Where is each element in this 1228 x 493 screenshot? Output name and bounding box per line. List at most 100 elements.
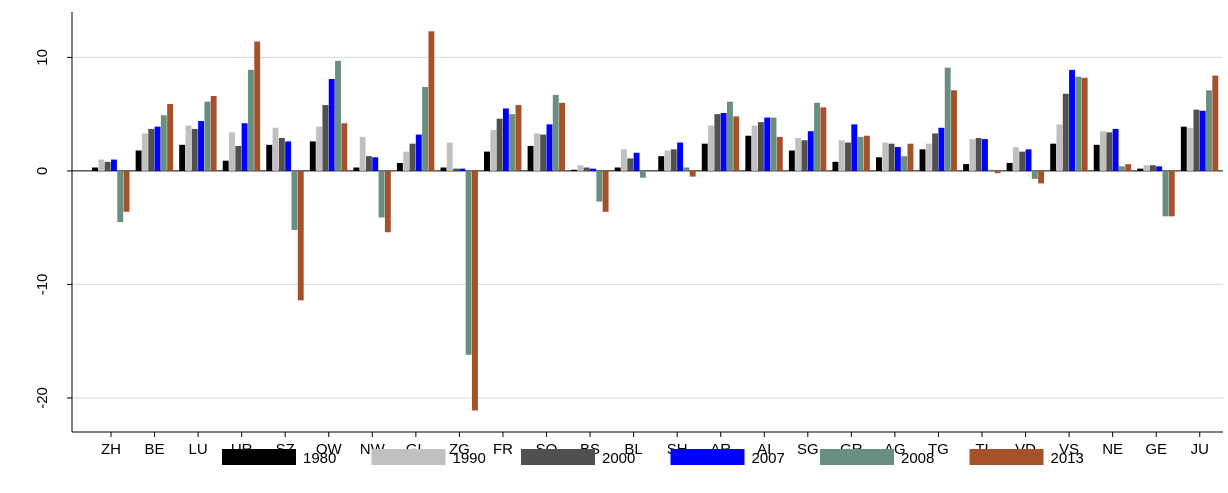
bar-VD-2013 [1038,170,1045,184]
bar-TI-2008 [988,169,995,171]
bar-AG-2007 [894,147,901,171]
bar-VD-1990 [1012,147,1019,171]
legend-label-1980: 1980 [303,450,336,467]
bar-SO-1990 [533,133,540,171]
bar-ZH-2007 [111,159,117,171]
bar-FR-1980 [484,151,490,171]
bar-AG-1980 [876,157,882,171]
bar-ZH-1980 [92,167,98,171]
bar-VD-2008 [1031,170,1038,179]
bar-OW-2013 [341,123,348,171]
y-tick-label: -20 [34,387,51,409]
bar-OW-2008 [335,60,341,171]
bar-VS-2000 [1062,93,1069,171]
bar-SG-2013 [820,107,827,171]
bar-TI-1990 [969,139,976,171]
bar-UR-2000 [235,145,242,171]
bar-SZ-2007 [285,141,292,171]
bar-BE-2007 [154,126,161,171]
bar-AI-1980 [745,135,752,171]
x-tick-label-SG: SG [797,441,819,458]
bar-TI-2007 [982,139,988,171]
bar-VS-1980 [1050,143,1057,171]
bar-ZG-2008 [465,170,472,355]
x-tick-label-GE: GE [1145,441,1167,458]
x-tick-label-OW: OW [316,441,343,458]
bar-SH-2007 [677,142,684,171]
bar-NE-2000 [1106,132,1113,171]
x-tick-label-LU: LU [189,441,208,458]
bar-ZH-2008 [117,170,124,222]
bar-FR-2007 [502,108,509,171]
bar-JU-2013 [1212,75,1219,171]
bar-AG-2013 [907,143,914,171]
bar-SZ-2000 [278,138,285,171]
x-tick-label-ZH: ZH [101,441,121,458]
bar-VS-2008 [1075,76,1082,171]
bar-SZ-2013 [297,170,304,301]
bar-SO-2007 [546,124,553,171]
bar-AR-2007 [720,113,727,171]
bar-JU-1980 [1180,126,1187,171]
legend-swatch-2013 [969,449,1044,465]
bar-OW-2007 [328,78,335,171]
bar-AR-2000 [714,114,721,171]
bar-GR-2007 [851,124,858,171]
bar-JU-2008 [1206,90,1212,171]
bar-FR-2000 [496,118,503,171]
bar-LU-2000 [191,128,198,171]
bar-NE-2008 [1118,166,1125,171]
grid-lines [72,56,1223,399]
bar-ZH-2000 [104,161,111,171]
bar-TG-2000 [932,133,939,171]
bar-VS-2007 [1069,69,1075,171]
legend-swatch-2000 [521,449,595,465]
bar-ZH-1990 [98,159,105,171]
bar-GE-2008 [1162,170,1169,217]
bar-BL-2000 [627,158,634,171]
bar-NW-2013 [384,170,391,233]
bar-LU-2008 [204,101,211,171]
bar-ZG-2000 [453,168,459,171]
bar-GE-1980 [1137,168,1144,171]
bar-NE-1980 [1093,144,1100,171]
legend-label-2000: 2000 [602,450,635,467]
bar-ZG-2013 [472,170,478,411]
bar-SG-2008 [814,102,820,171]
bar-SG-1990 [795,138,802,171]
bar-VS-1990 [1056,124,1063,171]
bar-JU-2000 [1193,109,1200,171]
bar-SZ-1980 [266,144,273,171]
bar-LU-2013 [210,96,217,171]
bar-OW-2000 [322,105,329,171]
bar-BL-1990 [621,149,627,171]
x-tick-label-FR: FR [493,441,513,458]
y-tick-label: 10 [34,49,51,66]
bar-GL-2000 [409,143,416,171]
bar-NW-2008 [378,170,385,218]
bar-AG-2008 [901,156,908,171]
bar-TI-2000 [975,138,982,171]
bar-BS-2007 [590,168,596,171]
bar-TG-1990 [925,143,932,171]
bar-ZG-1980 [440,167,447,171]
bar-SH-2000 [670,149,677,171]
x-tick-label-VS: VS [1059,441,1079,458]
bar-AI-1990 [751,125,758,171]
x-tick-label-JU: JU [1191,441,1209,458]
bar-VD-2000 [1019,151,1026,171]
bar-ZH-2013 [123,170,130,212]
legend-swatch-2007 [670,449,745,465]
bar-AI-2013 [776,136,783,171]
bar-UR-1980 [222,160,229,171]
bar-BE-1980 [135,150,142,171]
bar-NW-2007 [372,157,379,171]
bar-SH-2008 [683,167,690,171]
bar-BL-1980 [614,167,621,171]
bar-AR-1980 [701,143,708,171]
bar-BE-1990 [141,133,148,171]
bar-LU-1980 [179,144,186,171]
bar-SG-2000 [801,140,808,171]
bar-SG-2007 [807,131,814,171]
